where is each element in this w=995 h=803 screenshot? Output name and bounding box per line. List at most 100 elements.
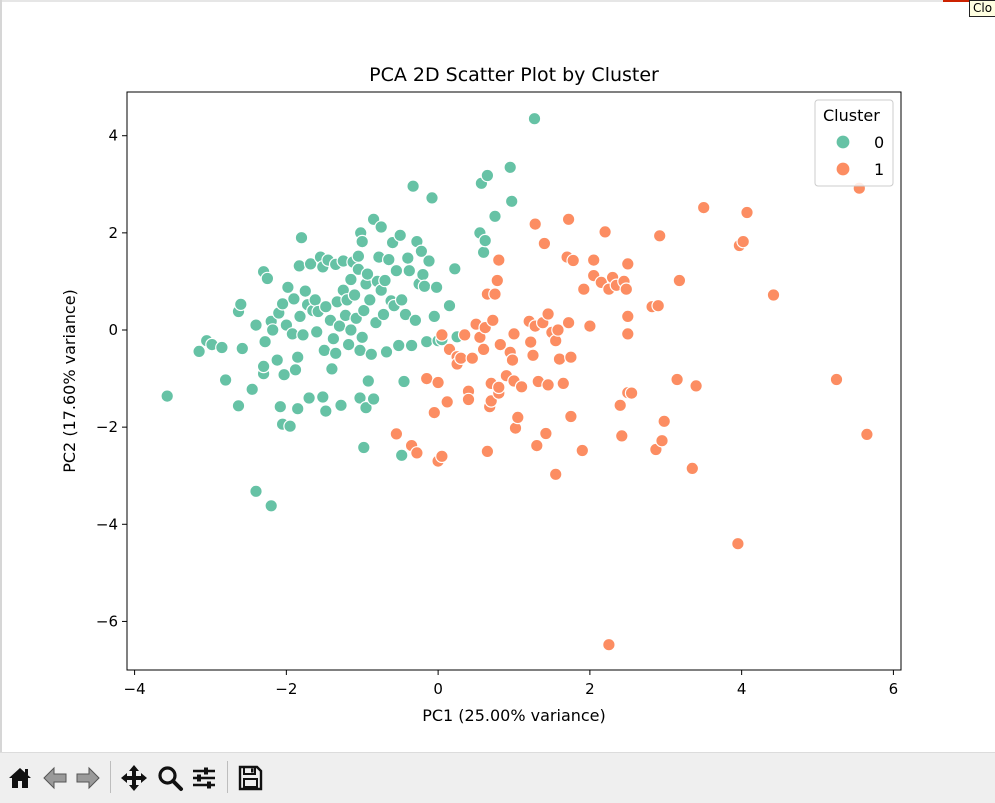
- scatter-point-cluster-0: [442, 298, 457, 313]
- scatter-point-cluster-0: [317, 343, 332, 358]
- configure-subplots-button[interactable]: [188, 763, 220, 793]
- scatter-point-cluster-1: [651, 298, 665, 313]
- scatter-point-cluster-1: [829, 372, 844, 387]
- scatter-point-cluster-0: [360, 267, 375, 281]
- scatter-point-cluster-0: [344, 272, 358, 287]
- scatter-point-cluster-0: [422, 254, 436, 268]
- scatter-point-cluster-1: [766, 288, 781, 302]
- forward-button[interactable]: [72, 763, 104, 793]
- scatter-point-cluster-0: [394, 293, 409, 307]
- scatter-point-cluster-0: [218, 373, 233, 387]
- scatter-point-cluster-1: [552, 352, 567, 366]
- scatter-point-cluster-0: [235, 341, 250, 356]
- plot-area[interactable]: [126, 91, 902, 671]
- scatter-point-cluster-0: [260, 271, 275, 286]
- magnifier-icon: [158, 766, 183, 791]
- y-tick-label: 0: [108, 321, 118, 339]
- save-button[interactable]: [234, 763, 266, 793]
- scatter-point-cluster-1: [657, 414, 671, 429]
- chart-title: PCA 2D Scatter Plot by Cluster: [369, 64, 659, 86]
- scatter-point-cluster-1: [507, 327, 521, 341]
- close-button-edge[interactable]: [943, 0, 969, 2]
- scatter-point-cluster-1: [461, 392, 476, 407]
- scatter-point-cluster-0: [264, 498, 278, 513]
- scatter-point-cluster-0: [326, 331, 341, 346]
- scatter-point-cluster-1: [652, 229, 667, 243]
- scatter-point-cluster-0: [290, 401, 305, 416]
- scatter-point-cluster-1: [624, 386, 639, 400]
- scatter-point-cluster-1: [491, 380, 506, 395]
- scatter-point-cluster-1: [510, 410, 525, 425]
- scatter-point-cluster-0: [328, 346, 343, 361]
- scatter-point-cluster-1: [685, 461, 700, 476]
- back-button[interactable]: [39, 763, 71, 793]
- scatter-point-cluster-0: [419, 334, 434, 349]
- scatter-point-cluster-0: [245, 382, 259, 397]
- scatter-point-cluster-1: [564, 409, 578, 424]
- legend: Cluster 01: [814, 99, 894, 187]
- navigation-toolbar: [0, 752, 995, 803]
- scatter-point-cluster-0: [353, 343, 367, 358]
- scatter-point-cluster-0: [389, 263, 404, 278]
- scatter-point-cluster-0: [325, 362, 339, 376]
- scatter-point-cluster-0: [277, 367, 291, 382]
- toolbar-separator: [110, 761, 111, 793]
- x-tick-label: 0: [433, 680, 443, 698]
- scatter-point-cluster-1: [583, 319, 597, 333]
- scatter-point-cluster-1: [619, 282, 634, 296]
- scatter-point-cluster-0: [270, 353, 284, 367]
- zoom-button[interactable]: [154, 763, 186, 793]
- scatter-point-cluster-0: [296, 328, 310, 342]
- scatter-point-cluster-1: [485, 313, 500, 328]
- legend-box: [814, 99, 894, 187]
- scatter-point-cluster-1: [440, 395, 454, 409]
- toolbar-separator: [227, 761, 228, 793]
- scatter-point-cluster-1: [505, 353, 520, 367]
- scatter-point-cluster-1: [528, 217, 542, 231]
- scatter-point-cluster-1: [454, 351, 468, 365]
- scatter-point-cluster-1: [736, 234, 750, 249]
- scatter-point-cluster-0: [374, 220, 388, 234]
- scatter-point-cluster-1: [389, 427, 404, 441]
- scatter-point-cluster-0: [427, 309, 442, 324]
- scatter-point-cluster-0: [527, 111, 542, 126]
- x-tick-label: −4: [124, 680, 146, 698]
- scatter-point-cluster-1: [541, 307, 555, 321]
- scatter-point-cluster-0: [249, 484, 263, 499]
- scatter-point-cluster-0: [504, 194, 519, 209]
- legend-marker-cluster-1: [835, 161, 851, 177]
- scatter-point-cluster-1: [620, 309, 635, 324]
- scatter-plot-figure: −4 −2 0 2 4 6 −6 −4 −2 0 2 4 PCA 2D Scatter Plot by…: [60, 64, 902, 725]
- scatter-point-cluster-1: [670, 372, 684, 387]
- scatter-point-cluster-0: [231, 398, 246, 413]
- scatter-point-cluster-1: [523, 335, 538, 349]
- legend-label-cluster-1: 1: [874, 160, 884, 179]
- scatter-point-cluster-0: [341, 337, 356, 352]
- scatter-point-cluster-1: [672, 273, 687, 288]
- scatter-point-cluster-1: [620, 327, 635, 341]
- scatter-point-cluster-0: [353, 391, 367, 405]
- scatter-point-cluster-1: [586, 253, 601, 267]
- scatter-point-cluster-1: [457, 328, 472, 342]
- y-tick-label: −2: [96, 418, 118, 436]
- scatter-point-cluster-0: [355, 330, 369, 345]
- scatter-point-cluster-0: [292, 259, 307, 273]
- y-axis-label: PC2 (17.60% variance): [60, 289, 79, 473]
- scatter-point-cluster-1: [564, 350, 578, 364]
- legend-entries: 01: [835, 133, 884, 179]
- scatter-point-cluster-1: [551, 323, 565, 337]
- scatter-point-cluster-0: [503, 160, 517, 175]
- pan-button[interactable]: [118, 763, 150, 793]
- scatter-point-cluster-1: [740, 205, 754, 220]
- scatter-point-cluster-0: [391, 338, 406, 353]
- scatter-point-cluster-1: [696, 200, 711, 215]
- scatter-point-cluster-0: [258, 334, 272, 349]
- legend-label-cluster-0: 0: [874, 133, 884, 152]
- scatter-point-cluster-0: [397, 374, 411, 389]
- x-tick-label: 4: [737, 680, 747, 698]
- home-button[interactable]: [4, 763, 36, 793]
- scatter-point-cluster-0: [378, 273, 392, 288]
- scatter-point-cluster-1: [419, 371, 434, 386]
- scatter-point-cluster-0: [414, 244, 429, 259]
- scatter-point-cluster-1: [435, 449, 449, 464]
